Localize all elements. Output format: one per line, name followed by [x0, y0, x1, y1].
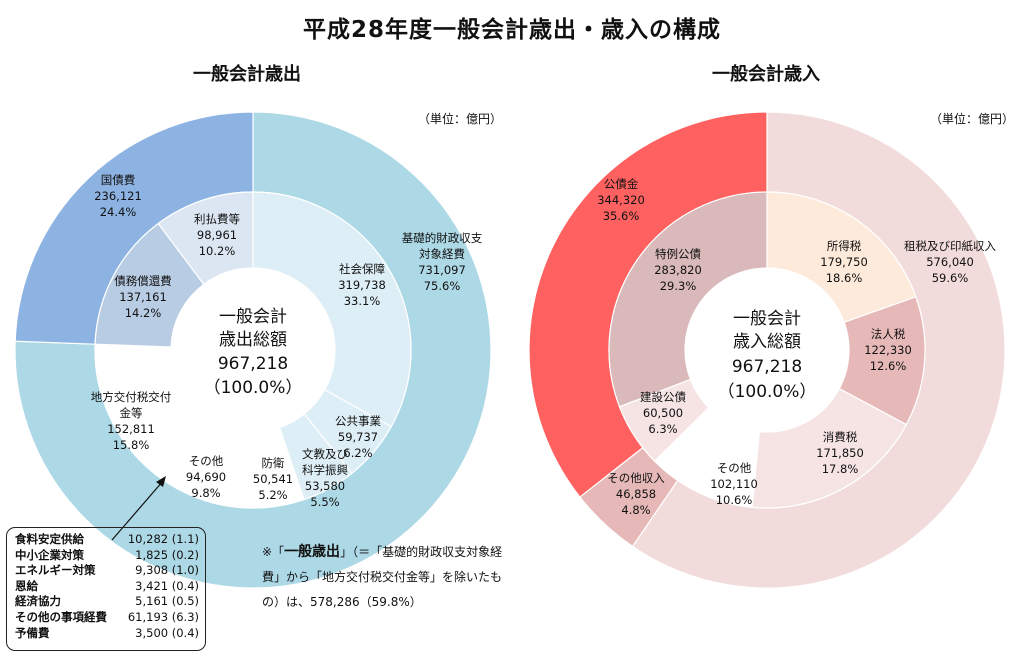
breakdown-row: 食料安定供給 10,282 (1.1) [15, 532, 199, 548]
outer-slice-0-label: 租税及び印紙収入 576,040 59.6% [904, 239, 996, 285]
revenue-center-label: 一般会計 歳入総額 967,218 （100.0%） [718, 309, 817, 402]
inner-slice-1-label: 法人税 122,330 12.6% [864, 327, 912, 373]
expenditure-chart-title: 一般会計歳出 [193, 64, 301, 85]
note-prefix: ※「 [262, 545, 285, 559]
page-title: 平成28年度一般会計歳出・歳入の構成 [302, 17, 721, 43]
inner-slice-0-label: 社会保障 319,738 33.1% [338, 262, 386, 308]
center-total: 967,218 [218, 354, 288, 374]
breakdown-row: 中小企業対策 1,825 (0.2) [15, 548, 199, 564]
breakdown-name: その他の事項経費 [15, 609, 107, 624]
revenue-chart-title: 一般会計歳入 [712, 64, 820, 85]
breakdown-name: 恩給 [15, 578, 38, 593]
breakdown-value: 1,825 (0.2) [135, 547, 199, 562]
breakdown-row: その他の事項経費 61,193 (6.3) [15, 610, 199, 626]
center-line2: 歳入総額 [733, 332, 801, 352]
other-breakdown-box: 食料安定供給 10,282 (1.1) 中小企業対策 1,825 (0.2) エネル… [6, 527, 206, 651]
inner-slice-0-label: 所得税 179,750 18.6% [820, 239, 868, 285]
center-line1: 一般会計 [219, 307, 287, 327]
breakdown-row: 予備費 3,500 (0.4) [15, 626, 199, 642]
inner-slice-2-label: 消費税 171,850 17.8% [816, 430, 864, 476]
general-expenditure-note: ※「一般歳出」（＝「基礎的財政収支対象経費」から「地方交付税交付金等」を除いたも… [262, 540, 512, 615]
expenditure-center-label: 一般会計 歳出総額 967,218 （100.0%） [204, 307, 303, 398]
note-value: 578,286（59.8%） [310, 595, 422, 609]
outer-slice-2-label: 公債金 344,320 35.6% [597, 177, 645, 223]
inner-slice-3-label: 防衛 50,541 5.2% [253, 456, 293, 502]
center-percent: （100.0%） [718, 382, 817, 402]
inner-slice-5-label: 特例公債 283,820 29.3% [654, 247, 702, 293]
breakdown-name: 経済協力 [15, 594, 61, 609]
note-bold: 一般歳出 [284, 544, 341, 560]
breakdown-name: 食料安定供給 [15, 532, 84, 546]
expenditure-donut-chart: 基礎的財政収支対象経費 731,097 75.6% 国債費 236,121 24.4% 社会… [14, 111, 492, 589]
center-percent: （100.0%） [204, 378, 303, 398]
outer-slice-0-label: 基礎的財政収支対象経費 731,097 75.6% [402, 231, 483, 293]
inner-slice-4-label: その他 94,690 9.8% [186, 454, 226, 500]
center-total: 967,218 [732, 357, 802, 377]
breakdown-row: エネルギー対策 9,308 (1.0) [15, 563, 199, 579]
donut-hole [685, 268, 849, 432]
breakdown-name: エネルギー対策 [15, 563, 96, 578]
breakdown-name: 中小企業対策 [15, 547, 84, 562]
note-body: 」（＝「基礎的財政収支対象経費」から「地方交付税交付金等」を除いたもの） [262, 545, 503, 609]
breakdown-value: 10,282 (1.1) [127, 532, 199, 546]
outer-slice-1-label: その他収入 46,858 4.8% [607, 471, 665, 517]
inner-slice-6-label: 債務償還費 137,161 14.2% [114, 274, 172, 320]
inner-slice-1-label: 公共事業 59,737 6.2% [335, 414, 381, 460]
breakdown-value: 9,308 (1.0) [135, 563, 199, 578]
outer-slice-1-label: 国債費 236,121 24.4% [94, 173, 142, 219]
breakdown-name: 予備費 [15, 625, 50, 640]
breakdown-row: 恩給 3,421 (0.4) [15, 579, 199, 595]
revenue-unit-label: （単位：億円） [930, 112, 1015, 126]
inner-slice-5-label: 地方交付税交付金等 152,811 15.8% [91, 390, 172, 452]
center-line2: 歳出総額 [219, 330, 287, 350]
donut-hole [171, 268, 335, 432]
expenditure-unit-label: （単位：億円） [418, 112, 503, 126]
breakdown-value: 3,421 (0.4) [135, 578, 199, 593]
breakdown-row: 経済協力 5,161 (0.5) [15, 594, 199, 610]
revenue-donut-chart: 租税及び印紙収入 576,040 59.6% その他収入 46,858 4.8% 公債金 34… [528, 111, 1006, 589]
inner-slice-4-label: 建設公債 60,500 6.3% [640, 390, 686, 436]
inner-slice-7-label: 利払費等 98,961 10.2% [194, 212, 240, 258]
breakdown-pointer-arrow [111, 476, 166, 541]
breakdown-value: 3,500 (0.4) [135, 625, 199, 640]
note-is: は、 [286, 595, 311, 609]
inner-slice-2-label: 文教及び科学振興 53,580 5.5% [302, 447, 348, 509]
inner-slice-3-label: その他 102,110 10.6% [710, 461, 758, 507]
center-line1: 一般会計 [733, 309, 801, 329]
breakdown-value: 61,193 (6.3) [127, 609, 199, 624]
breakdown-value: 5,161 (0.5) [135, 594, 199, 609]
